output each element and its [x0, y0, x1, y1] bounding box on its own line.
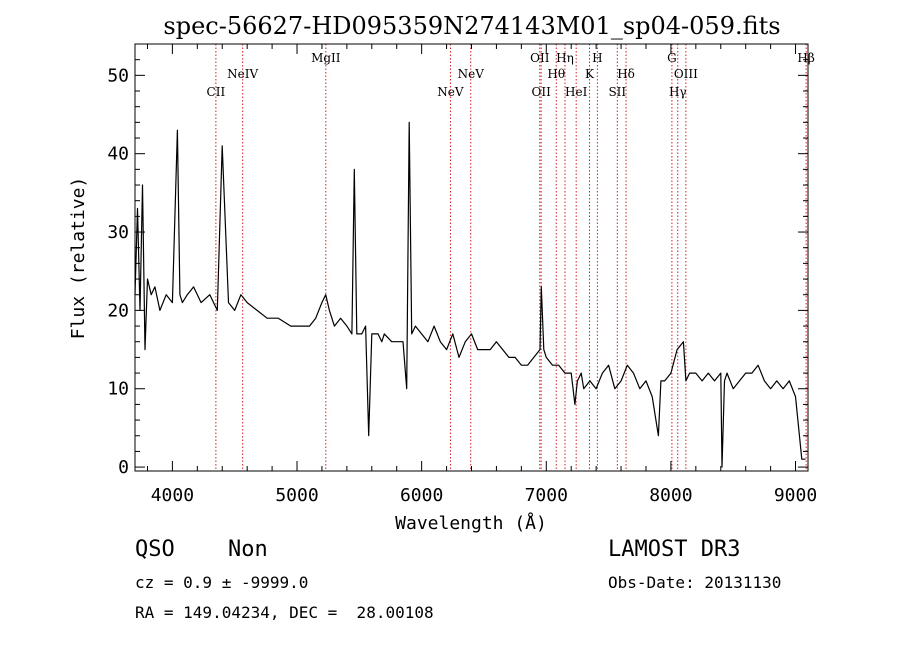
redshift-readout: cz = 0.9 ± -9999.0: [135, 573, 309, 592]
observation-date: Obs-Date: 20131130: [608, 573, 782, 592]
line-label-14: G: [667, 51, 677, 65]
line-label-3: NeV: [437, 85, 464, 99]
x-tick-label-2: 6000: [400, 485, 443, 506]
line-label-17: Hβ: [797, 51, 814, 65]
line-label-2: MgII: [311, 51, 341, 65]
x-axis: 4000 5000 6000 7000 8000 9000: [146, 44, 817, 506]
y-axis-label: Flux (relative): [68, 177, 89, 340]
y-tick-label-1: 10: [107, 379, 129, 400]
object-subclass: Non: [228, 537, 268, 562]
y-tick-label-0: 0: [118, 457, 129, 478]
x-tick-label-4: 8000: [649, 485, 692, 506]
line-label-8: Hη: [556, 51, 574, 65]
line-label-1: NeIV: [227, 67, 258, 81]
x-tick-label-0: 4000: [151, 485, 194, 506]
line-label-10: K: [585, 67, 595, 81]
line-label-16: OIII: [674, 67, 698, 81]
y-tick-label-5: 50: [107, 65, 129, 86]
line-label-6: OII: [532, 85, 552, 99]
line-label-5: OII: [530, 51, 550, 65]
line-label-7: Hθ: [547, 67, 565, 81]
line-label-15: Hγ: [669, 85, 687, 99]
x-axis-label: Wavelength (Å): [395, 512, 547, 534]
line-label-13: Hδ: [617, 67, 635, 81]
line-label-9: HeI: [565, 85, 588, 99]
chart-title: spec-56627-HD095359N274143M01_sp04-059.f…: [163, 12, 780, 40]
y-tick-label-4: 40: [107, 144, 129, 165]
survey-name: LAMOST DR3: [608, 537, 741, 562]
spectrum-series: [134, 121, 806, 468]
y-tick-label-3: 30: [107, 222, 129, 243]
x-tick-label-1: 5000: [275, 485, 318, 506]
y-tick-label-2: 20: [107, 300, 129, 321]
line-label-0: CII: [207, 85, 226, 99]
coordinates-readout: RA = 149.04234, DEC = 28.00108: [135, 603, 434, 622]
line-label-4: NeV: [458, 67, 485, 81]
object-class: QSO: [135, 537, 175, 562]
line-label-12: SII: [608, 85, 626, 99]
x-tick-label-3: 7000: [525, 485, 568, 506]
plot-frame: [134, 43, 809, 472]
y-axis: 0 10 20 30 40 50: [107, 43, 808, 478]
line-label-11: H: [592, 51, 602, 65]
emission-line-markers: [215, 44, 807, 471]
x-tick-label-5: 9000: [774, 485, 817, 506]
